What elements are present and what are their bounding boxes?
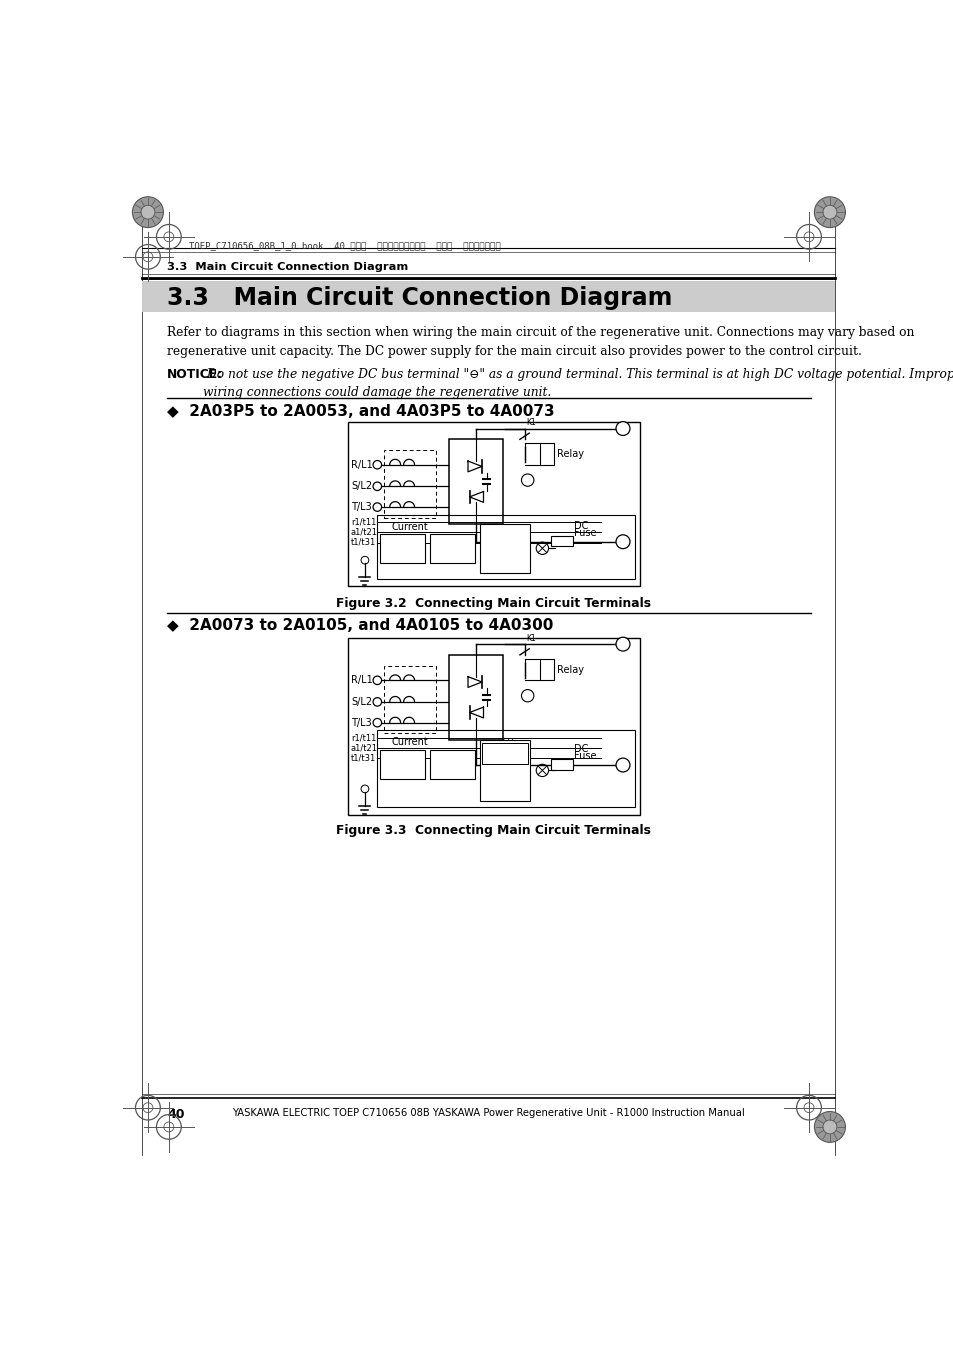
Text: TOEP_C710656_08B_1_0.book  40 ページ  ２０１５年２朎５日  木曜日  午前１０時７分: TOEP_C710656_08B_1_0.book 40 ページ ２０１５年２朎… — [189, 242, 500, 250]
Bar — [479, 524, 530, 573]
Circle shape — [616, 758, 629, 771]
Circle shape — [822, 205, 836, 219]
Circle shape — [373, 482, 381, 490]
Text: NOTICE:: NOTICE: — [167, 369, 223, 381]
Bar — [430, 534, 475, 563]
Text: Refer to diagrams in this section when wiring the main circuit of the regenerati: Refer to diagrams in this section when w… — [167, 326, 914, 358]
Text: R/L1: R/L1 — [351, 459, 373, 470]
Text: Do not use the negative DC bus terminal "⊖" as a ground terminal. This terminal : Do not use the negative DC bus terminal … — [203, 369, 953, 400]
Text: r1/t11: r1/t11 — [351, 734, 375, 743]
Bar — [539, 659, 554, 681]
Circle shape — [132, 197, 163, 227]
Text: ⊕: ⊕ — [618, 424, 627, 434]
Text: ◆  2A0073 to 2A0105, and 4A0105 to 4A0300: ◆ 2A0073 to 2A0105, and 4A0105 to 4A0300 — [167, 617, 553, 634]
Text: 3.3  Main Circuit Connection Diagram: 3.3 Main Circuit Connection Diagram — [167, 262, 408, 273]
Text: Relay: Relay — [557, 665, 583, 674]
Text: Current
sensor: Current sensor — [391, 521, 428, 544]
Text: K1: K1 — [525, 634, 536, 643]
Bar — [539, 443, 554, 465]
Text: T/L3: T/L3 — [351, 503, 372, 512]
Circle shape — [373, 503, 381, 511]
Text: Figure 3.2  Connecting Main Circuit Terminals: Figure 3.2 Connecting Main Circuit Termi… — [335, 597, 650, 611]
Circle shape — [373, 697, 381, 707]
Circle shape — [373, 676, 381, 685]
Text: Operator: Operator — [382, 759, 423, 769]
Bar — [142, 281, 835, 312]
Circle shape — [141, 205, 154, 219]
Text: 40: 40 — [167, 1108, 185, 1121]
Bar — [481, 743, 527, 765]
Text: T/L3: T/L3 — [351, 717, 372, 728]
Bar — [550, 535, 572, 546]
Circle shape — [616, 535, 629, 549]
Circle shape — [616, 422, 629, 435]
Text: a1/t21: a1/t21 — [351, 528, 377, 536]
Bar — [377, 515, 634, 578]
Text: Fuse: Fuse — [574, 528, 596, 538]
Text: Gate
board: Gate board — [491, 538, 517, 558]
Text: Fuse: Fuse — [574, 751, 596, 761]
Text: K1: K1 — [525, 417, 536, 427]
Text: ⊖: ⊖ — [618, 536, 627, 547]
Circle shape — [822, 1120, 836, 1133]
Bar — [348, 423, 639, 586]
Circle shape — [521, 689, 534, 703]
Bar — [430, 750, 475, 780]
Bar — [383, 666, 436, 734]
Text: Gate
board: Gate board — [491, 775, 517, 796]
Bar — [550, 759, 572, 770]
Text: YASKAWA ELECTRIC TOEP C710656 08B YASKAWA Power Regenerative Unit - R1000 Instru: YASKAWA ELECTRIC TOEP C710656 08B YASKAW… — [233, 1108, 744, 1117]
Bar — [479, 739, 530, 801]
Bar — [348, 638, 639, 815]
Text: ⊕: ⊕ — [523, 476, 532, 485]
Circle shape — [814, 1112, 844, 1143]
Text: S/L2: S/L2 — [351, 481, 372, 492]
Bar — [380, 750, 425, 780]
Text: ◆  2A03P5 to 2A0053, and 4A03P5 to 4A0073: ◆ 2A03P5 to 2A0053, and 4A03P5 to 4A0073 — [167, 404, 555, 419]
Circle shape — [521, 474, 534, 486]
Text: ⊕: ⊕ — [618, 639, 627, 648]
Text: Control
board: Control board — [436, 754, 468, 774]
Text: ⊕: ⊕ — [523, 690, 532, 701]
Text: Current
sensor: Current sensor — [391, 738, 428, 761]
Circle shape — [814, 197, 844, 227]
Text: t1/t31: t1/t31 — [351, 538, 375, 547]
Text: Figure 3.3  Connecting Main Circuit Terminals: Figure 3.3 Connecting Main Circuit Termi… — [335, 824, 650, 838]
Text: DC: DC — [574, 521, 588, 531]
Text: S/L2: S/L2 — [351, 697, 372, 707]
Text: Control
board: Control board — [436, 539, 468, 559]
Bar — [448, 439, 502, 524]
Text: a1/t21: a1/t21 — [351, 743, 377, 753]
Circle shape — [616, 638, 629, 651]
Bar — [383, 450, 436, 517]
Text: DC: DC — [574, 744, 588, 754]
Text: ⊖: ⊖ — [618, 761, 627, 770]
Text: 3.3   Main Circuit Connection Diagram: 3.3 Main Circuit Connection Diagram — [167, 286, 672, 311]
Text: R/L1: R/L1 — [351, 676, 373, 685]
Text: Relay: Relay — [557, 449, 583, 459]
Bar — [448, 655, 502, 739]
Text: t1/t31: t1/t31 — [351, 754, 375, 762]
Text: Operator: Operator — [382, 544, 423, 553]
Circle shape — [373, 719, 381, 727]
Bar — [377, 731, 634, 808]
Circle shape — [373, 461, 381, 469]
Text: r1/t11: r1/t11 — [351, 517, 375, 527]
Text: 24 V
Power
Supply: 24 V Power Supply — [491, 739, 517, 769]
Bar — [380, 534, 425, 563]
